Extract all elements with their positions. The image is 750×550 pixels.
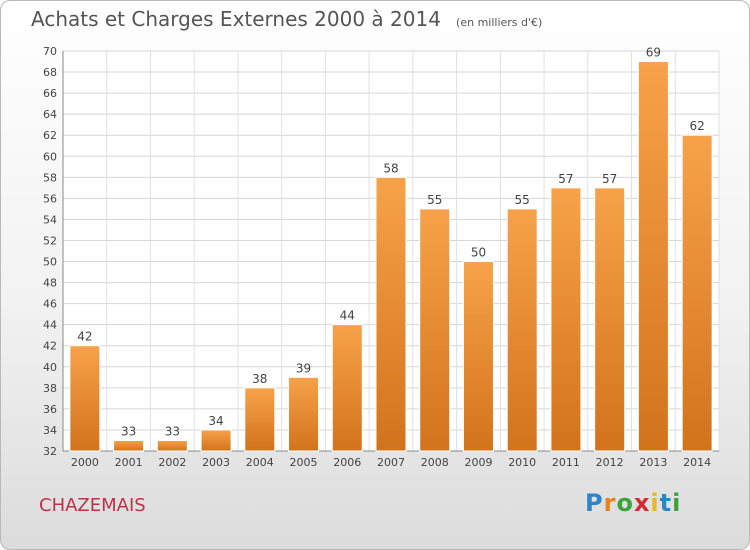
title-row: Achats et Charges Externes 2000 à 2014 (… (31, 7, 542, 31)
chart-title: Achats et Charges Externes 2000 à 2014 (31, 7, 441, 31)
y-tick-label: 56 (43, 192, 57, 205)
bar (331, 324, 363, 452)
chart-subtitle: (en milliers d'€) (456, 16, 543, 29)
x-tick-label: 2011 (552, 456, 580, 469)
bar (113, 439, 145, 452)
y-tick-label: 68 (43, 66, 57, 79)
bar (156, 439, 188, 452)
value-label: 38 (252, 372, 267, 386)
value-label: 39 (296, 361, 311, 375)
value-label: 50 (471, 246, 486, 260)
y-tick-label: 44 (43, 319, 57, 332)
bar (69, 345, 101, 452)
logo-letter: i (672, 489, 682, 517)
y-tick-label: 60 (43, 150, 57, 163)
y-tick-label: 52 (43, 234, 57, 247)
logo-letter: i (650, 489, 660, 517)
x-tick-label: 2006 (333, 456, 361, 469)
value-label: 34 (208, 414, 223, 428)
logo-letter: r (603, 489, 617, 517)
bar (462, 261, 494, 452)
bar (288, 376, 320, 452)
bar (375, 176, 407, 452)
value-label: 42 (77, 330, 92, 344)
commune-name: CHAZEMAIS (39, 495, 146, 516)
x-tick-label: 2001 (115, 456, 143, 469)
value-label: 62 (689, 119, 704, 133)
x-tick-label: 2005 (290, 456, 318, 469)
x-tick-label: 2014 (683, 456, 711, 469)
x-tick-label: 2010 (508, 456, 536, 469)
value-label: 33 (165, 424, 180, 438)
x-tick-label: 2004 (246, 456, 274, 469)
logo-letter: o (616, 489, 634, 517)
y-tick-label: 70 (43, 45, 57, 58)
y-tick-label: 42 (43, 340, 57, 353)
bar (550, 187, 582, 452)
bar (244, 387, 276, 452)
bar-layer (69, 61, 713, 452)
value-label: 44 (340, 309, 355, 323)
y-tick-label: 54 (43, 213, 57, 226)
x-tick-label: 2008 (421, 456, 449, 469)
y-tick-label: 62 (43, 129, 57, 142)
bar (681, 134, 713, 452)
x-tick-label: 2013 (639, 456, 667, 469)
logo-letter: P (585, 489, 604, 517)
value-label: 33 (121, 424, 136, 438)
y-tick-label: 46 (43, 298, 57, 311)
x-tick-label: 2007 (377, 456, 405, 469)
y-tick-label: 40 (43, 361, 57, 374)
y-tick-label: 58 (43, 171, 57, 184)
value-label: 57 (602, 172, 617, 186)
value-label: 58 (383, 161, 398, 175)
value-label: 55 (515, 193, 530, 207)
bar (419, 208, 451, 452)
y-tick-label: 38 (43, 382, 57, 395)
value-label: 55 (427, 193, 442, 207)
y-tick-label: 32 (43, 445, 57, 458)
x-tick-label: 2003 (202, 456, 230, 469)
value-label: 57 (558, 172, 573, 186)
bar (506, 208, 538, 452)
y-tick-label: 66 (43, 87, 57, 100)
x-tick-label: 2002 (158, 456, 186, 469)
x-tick-label: 2000 (71, 456, 99, 469)
bar (594, 187, 626, 452)
bar (200, 429, 232, 452)
label-layer: 42 33 33 34 38 39 44 58 55 50 55 57 57 69 62 (77, 46, 705, 439)
logo-letter: t (659, 489, 673, 517)
value-label: 69 (646, 46, 661, 60)
y-tick-label: 64 (43, 108, 57, 121)
y-tick-label: 36 (43, 403, 57, 416)
axis-layer: 32 34 36 38 40 42 44 46 48 50 52 54 56 58 60 62 64 66 68 70… (43, 45, 719, 469)
x-tick-label: 2009 (464, 456, 492, 469)
proxiti-logo: Proxiti (585, 489, 681, 517)
bar (637, 61, 669, 452)
y-tick-label: 50 (43, 256, 57, 269)
y-tick-label: 34 (43, 424, 57, 437)
x-tick-label: 2012 (596, 456, 624, 469)
logo-letter: x (633, 489, 651, 517)
y-tick-label: 48 (43, 277, 57, 290)
